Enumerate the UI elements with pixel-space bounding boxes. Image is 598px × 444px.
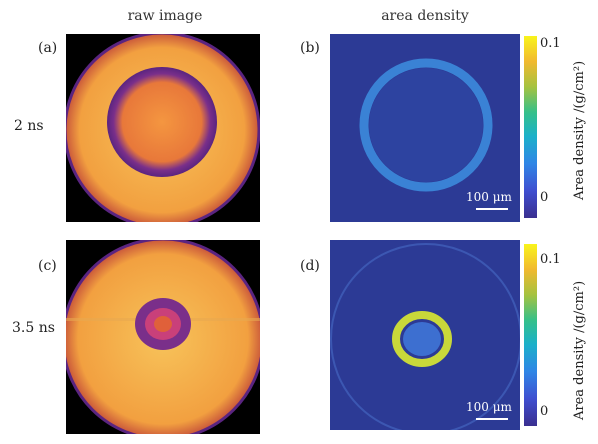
raw-image-3-5ns — [66, 240, 260, 434]
time-label-2ns: 2 ns — [14, 118, 44, 134]
area-density-column-title: area density — [360, 8, 490, 24]
time-label-3-5ns: 3.5 ns — [12, 320, 55, 336]
scalebar-label-3-5ns: 100 μm — [466, 400, 512, 414]
panel-label-a: (a) — [38, 40, 57, 56]
colorbar-max-label-2ns: 0.1 — [540, 36, 561, 51]
scalebar-label-2ns: 100 μm — [466, 190, 512, 204]
area-density-image-2ns: 100 μm — [330, 34, 520, 222]
scalebar-line-3-5ns — [476, 418, 508, 420]
panel-label-b: (b) — [300, 40, 320, 56]
colorbar-min-label-3-5ns: 0 — [540, 404, 548, 419]
panel-label-d: (d) — [300, 258, 320, 274]
colorbar-max-label-3-5ns: 0.1 — [540, 252, 561, 267]
area-density-image-3-5ns: 100 μm — [330, 240, 520, 430]
raw-image-column-title: raw image — [100, 8, 230, 24]
raw-image-2ns — [66, 34, 260, 222]
colorbar-2ns — [524, 36, 537, 218]
scalebar-line-2ns — [476, 208, 508, 210]
colorbar-3-5ns — [524, 244, 537, 426]
colorbar-title-3-5ns: Area density /(g/cm²) — [572, 281, 587, 420]
panel-label-c: (c) — [38, 258, 57, 274]
colorbar-min-label-2ns: 0 — [540, 190, 548, 205]
colorbar-title-2ns: Area density /(g/cm²) — [572, 61, 587, 200]
